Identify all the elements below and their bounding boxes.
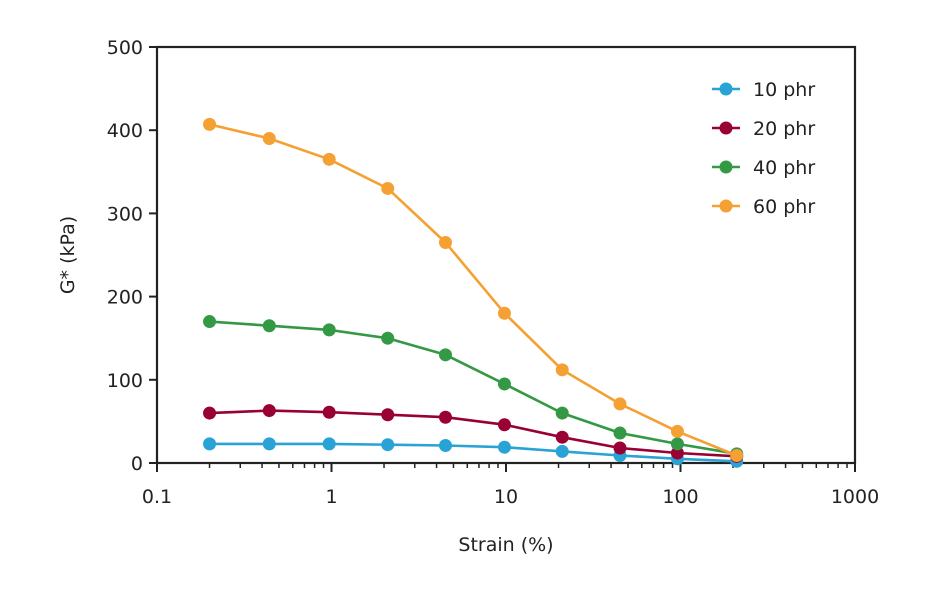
x-tick-label: 1000 (831, 486, 879, 508)
data-point (322, 405, 336, 419)
data-point (381, 408, 395, 422)
data-point (555, 444, 569, 458)
data-point (438, 348, 452, 362)
y-tick-label: 400 (107, 120, 143, 142)
legend: 10 phr 20 phr 40 phr 60 phr (712, 79, 815, 218)
data-point (262, 132, 276, 146)
data-point (262, 404, 276, 418)
x-tick-label: 10 (494, 486, 518, 508)
series-60-phr (203, 117, 744, 463)
legend-item: 20 phr (712, 118, 815, 140)
y-axis-title: G* (kPa) (57, 216, 79, 294)
data-point (381, 181, 395, 195)
data-point (613, 397, 627, 411)
data-point (497, 377, 511, 391)
data-point (730, 449, 744, 463)
legend-label: 60 phr (753, 196, 815, 218)
y-tick-label: 300 (107, 203, 143, 225)
series-line (209, 320, 737, 456)
data-point (613, 426, 627, 440)
x-tick-label: 0.1 (142, 486, 172, 508)
series-line (209, 442, 737, 463)
data-point (322, 152, 336, 166)
legend-item: 10 phr (712, 79, 815, 101)
legend-label: 40 phr (753, 157, 815, 179)
data-point (555, 406, 569, 420)
data-point (203, 117, 217, 131)
data-point (322, 437, 336, 451)
series-line (209, 123, 738, 457)
legend-swatch-marker (719, 82, 733, 96)
x-tick-label: 100 (662, 486, 698, 508)
axes: 0 100 200 300 400 500 0.1 1 10 100 1000 (107, 37, 879, 508)
data-point (613, 441, 627, 455)
legend-label: 20 phr (753, 118, 815, 140)
data-point (381, 331, 395, 345)
legend-label: 10 phr (753, 79, 815, 101)
legend-swatch-marker (719, 160, 733, 174)
data-point (555, 430, 569, 444)
legend-item: 40 phr (712, 157, 815, 179)
data-point (262, 319, 276, 333)
y-tick-label: 100 (107, 370, 143, 392)
data-point (262, 437, 276, 451)
data-point (203, 406, 217, 420)
data-point (497, 418, 511, 432)
data-point (497, 440, 511, 454)
data-point (381, 438, 395, 452)
data-point (555, 363, 569, 377)
data-point (497, 306, 511, 320)
series-line (209, 409, 737, 458)
y-tick-label: 500 (107, 37, 143, 59)
data-point (670, 446, 684, 460)
data-point (438, 439, 452, 453)
data-point (203, 437, 217, 451)
y-tick-label: 200 (107, 287, 143, 309)
data-point (670, 424, 684, 438)
data-point (322, 323, 336, 337)
data-point (438, 410, 452, 424)
series-20-phr (203, 404, 744, 463)
series-layer (203, 117, 744, 468)
legend-swatch-marker (719, 121, 733, 135)
legend-swatch-marker (719, 199, 733, 213)
x-tick-label: 1 (325, 486, 337, 508)
data-point (203, 315, 217, 329)
legend-item: 60 phr (712, 196, 815, 218)
data-point (670, 437, 684, 451)
x-axis-title: Strain (%) (458, 534, 553, 556)
data-point (438, 236, 452, 250)
plot-frame (155, 45, 857, 465)
y-tick-label: 0 (131, 453, 143, 475)
series-40-phr (203, 315, 744, 461)
